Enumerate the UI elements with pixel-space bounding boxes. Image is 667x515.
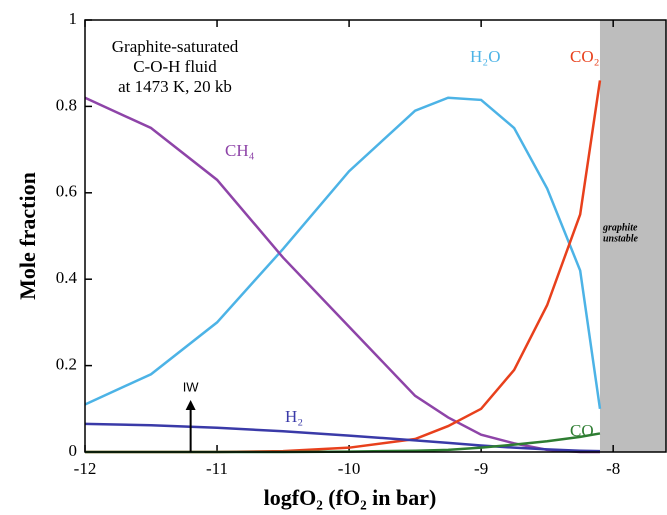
y-tick-label: 1 (69, 9, 78, 28)
shaded-region (599, 20, 666, 452)
note-line: C-O-H fluid (133, 57, 217, 76)
x-tick-label: -8 (606, 459, 620, 478)
arrow-head (185, 400, 196, 410)
annotation-label: IW (183, 379, 200, 394)
x-tick-label: -12 (74, 459, 97, 478)
series-label: CH₄ (225, 141, 255, 160)
note-line: Graphite-saturated (112, 37, 239, 56)
x-tick-label: -9 (474, 459, 488, 478)
series-label: H₂O (470, 47, 500, 66)
region-label: graphite (602, 222, 638, 233)
x-tick-label: -11 (206, 459, 228, 478)
region-label: unstable (603, 233, 639, 244)
y-tick-label: 0.2 (56, 355, 77, 374)
note-line: at 1473 K, 20 kb (118, 77, 232, 96)
y-axis-label: Mole fraction (15, 172, 40, 300)
line-series (84, 96, 602, 409)
line-series (84, 422, 601, 453)
x-axis-label: logfO₂ (fO₂ in bar) (264, 485, 437, 510)
x-tick-label: -10 (338, 459, 361, 478)
y-tick-label: 0.8 (56, 95, 77, 114)
series-label: CO (570, 421, 594, 440)
y-tick-label: 0 (69, 441, 78, 460)
plot-frame (84, 19, 667, 453)
y-tick-label: 0.4 (56, 268, 78, 287)
series-label: CO₂ (570, 47, 600, 66)
series-label: H₂ (285, 407, 303, 426)
y-tick-label: 0.6 (56, 182, 77, 201)
line-series (84, 96, 600, 454)
